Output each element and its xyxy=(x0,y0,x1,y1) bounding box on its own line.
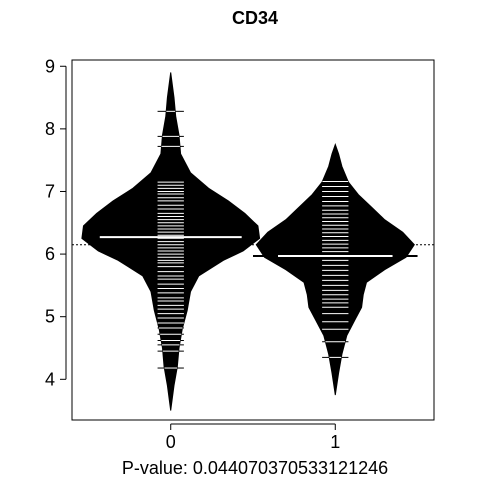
bean-1 xyxy=(253,142,418,396)
y-tick-label: 8 xyxy=(45,119,55,139)
x-axis-label: P-value: 0.044070370533121246 xyxy=(122,458,388,478)
x-tick-label: 0 xyxy=(166,432,176,452)
plot-area xyxy=(72,72,434,411)
chart-title: CD34 xyxy=(232,8,278,28)
y-axis: 4 5 6 7 8 9 xyxy=(45,56,67,389)
plot-frame xyxy=(71,59,435,421)
y-tick-label: 4 xyxy=(45,369,55,389)
y-tick-label: 5 xyxy=(45,307,55,327)
y-tick-label: 6 xyxy=(45,244,55,264)
x-tick-label: 1 xyxy=(330,432,340,452)
bean-0 xyxy=(81,72,261,411)
y-tick-label: 9 xyxy=(45,56,55,76)
bean-shape-1 xyxy=(255,142,415,396)
y-tick-label: 7 xyxy=(45,181,55,201)
